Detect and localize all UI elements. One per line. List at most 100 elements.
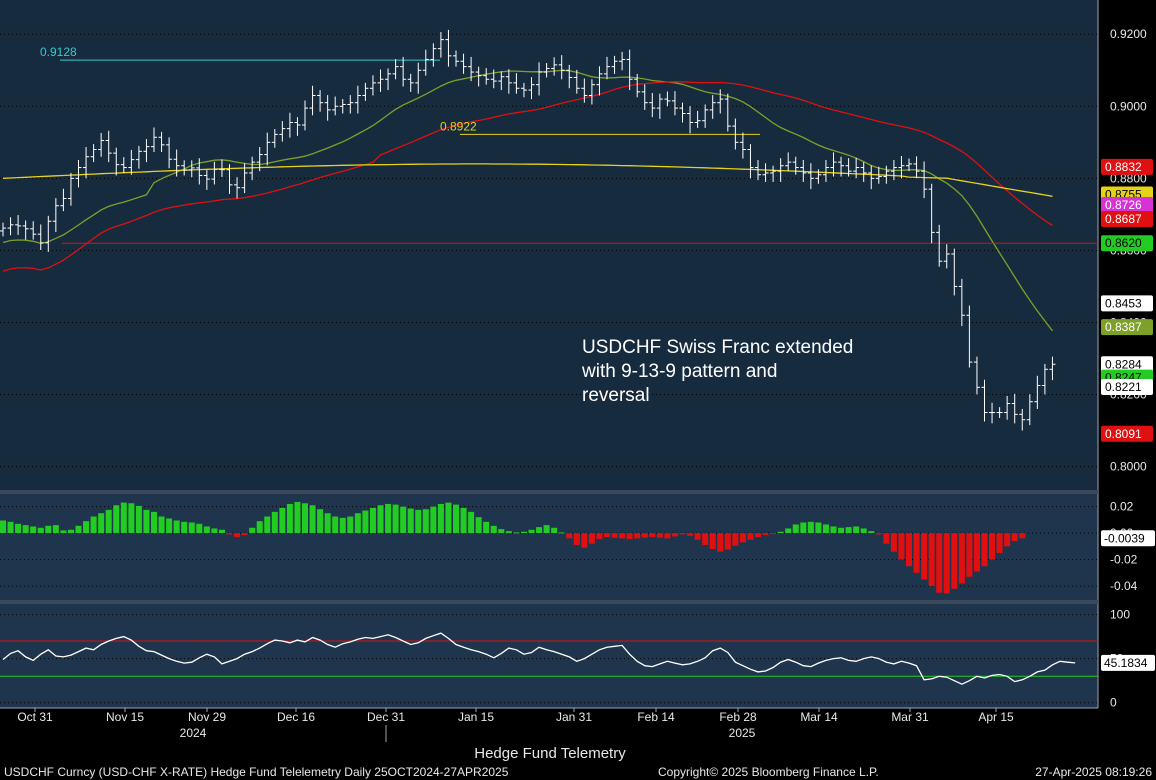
oscillator-bar	[317, 509, 324, 534]
y-tick-label: 100	[1110, 608, 1130, 622]
oscillator-bar	[906, 533, 912, 567]
panel-divider[interactable]	[0, 600, 1098, 604]
oscillator-bar	[996, 533, 1003, 553]
x-tick-label: Jan 31	[556, 710, 592, 724]
oscillator-bar	[468, 511, 475, 534]
oscillator-bar	[671, 533, 678, 537]
oscillator-bar	[883, 533, 890, 544]
oscillator-bar	[302, 503, 308, 534]
oscillator-bar	[724, 533, 731, 550]
x-axis: Oct 31 Nov 15 Nov 29 Dec 16 Dec 31 Jan 15 Jan …	[0, 707, 1156, 780]
oscillator-bar	[807, 521, 814, 534]
x-tick-label: Apr 15	[978, 710, 1014, 724]
oscillator-bar	[770, 533, 777, 535]
level-label: 0.9128	[40, 45, 77, 59]
oscillator-bar	[913, 533, 920, 573]
oscillator-bar	[45, 525, 52, 534]
oscillator-bar	[558, 532, 565, 534]
oscillator-bar	[822, 524, 829, 534]
price-tag-label: 0.8284	[1105, 357, 1142, 371]
oscillator-bar	[936, 533, 943, 593]
oscillator-bar	[890, 533, 897, 552]
oscillator-bar	[989, 533, 996, 560]
oscillator-bar	[800, 522, 807, 534]
x-tick-label: Feb 28	[719, 710, 757, 724]
x-tick-label: Mar 14	[800, 710, 838, 724]
oscillator-bar	[151, 511, 157, 534]
oscillator-bar	[256, 521, 263, 534]
oscillator-bar	[218, 529, 225, 534]
panel-divider[interactable]	[0, 490, 1098, 494]
oscillator-bar	[739, 533, 746, 543]
oscillator-bar	[203, 526, 210, 534]
oscillator-bar	[249, 527, 256, 534]
annotation-line-2: with 9-13-9 pattern and	[581, 361, 777, 382]
oscillator-bar	[362, 510, 369, 534]
oscillator-bar	[422, 509, 429, 534]
oscillator-bar	[234, 533, 241, 538]
oscillator-bar	[113, 505, 120, 534]
price-tag-label: 0.8687	[1105, 212, 1142, 226]
oscillator-bar	[536, 527, 543, 534]
rsi-line	[2, 632, 1076, 685]
oscillator-bar	[135, 505, 142, 534]
long-moving-average-line	[2, 163, 1053, 197]
oscillator-bar	[505, 531, 512, 534]
y-axis-area	[1098, 0, 1156, 708]
oscillator-bar	[309, 505, 316, 534]
oscillator-bar	[490, 525, 497, 534]
oscillator-bar	[0, 520, 6, 534]
x-tick-label: Oct 31	[17, 710, 53, 724]
oscillator-bar	[128, 503, 135, 534]
oscillator-bar	[453, 504, 459, 534]
oscillator-bar	[777, 531, 784, 534]
oscillator-bar	[60, 530, 67, 534]
price-tag	[1101, 158, 1153, 175]
y-tick-label: 0.02	[1110, 500, 1134, 514]
y-tick-label: 0	[1110, 696, 1117, 710]
price-tag	[1101, 295, 1153, 312]
oscillator-bar	[656, 533, 663, 538]
oscillator-bar	[377, 505, 384, 534]
price-tag	[1101, 319, 1153, 336]
oscillator-bar	[755, 533, 761, 538]
level-label: 0.8922	[440, 119, 477, 133]
oscillator-bar	[400, 506, 407, 534]
oscillator-bar	[475, 517, 482, 534]
oscillator-bar	[52, 525, 59, 534]
x-tick-label: Nov 29	[188, 710, 226, 724]
x-year-label: 2024	[180, 726, 207, 740]
y-tick-label: 0.9200	[1110, 27, 1147, 41]
oscillator-bar	[211, 528, 218, 534]
oscillator-bar	[830, 526, 837, 534]
oscillator-bar	[649, 533, 656, 538]
oscillator-bar	[1019, 533, 1026, 539]
oscillator-bar	[513, 532, 520, 534]
price-tag-label: 0.8221	[1105, 380, 1142, 394]
y-tick-label: -0.04	[1110, 579, 1138, 593]
oscillator-bar	[483, 521, 490, 534]
oscillator-bar	[543, 525, 550, 534]
price-tag	[1101, 378, 1153, 395]
oscillator-bar	[437, 503, 444, 534]
oscillator-bar	[694, 533, 701, 540]
oscillator-bar	[120, 502, 127, 534]
y-tick-label: -0.02	[1110, 553, 1138, 567]
oscillator-bar	[581, 533, 588, 548]
oscillator-bar	[67, 529, 74, 534]
oscillator-bar	[385, 503, 392, 534]
oscillator-bar	[573, 533, 580, 546]
oscillator-bar	[166, 518, 173, 534]
oscillator-bar	[339, 517, 346, 534]
annotation-line-1: USDCHF Swiss Franc extended	[582, 337, 853, 358]
oscillator-bar	[1011, 533, 1018, 542]
oscillator-bar	[354, 513, 361, 534]
oscillator-bar	[928, 533, 935, 587]
oscillator-bar	[15, 523, 22, 534]
oscillator-bar	[415, 509, 422, 534]
annotation-line-3: reversal	[582, 385, 650, 406]
oscillator-bar	[173, 520, 180, 534]
price-tag	[1101, 211, 1153, 228]
price-plot: 0.92000.90000.88000.86000.84000.82000.80…	[0, 27, 1153, 474]
